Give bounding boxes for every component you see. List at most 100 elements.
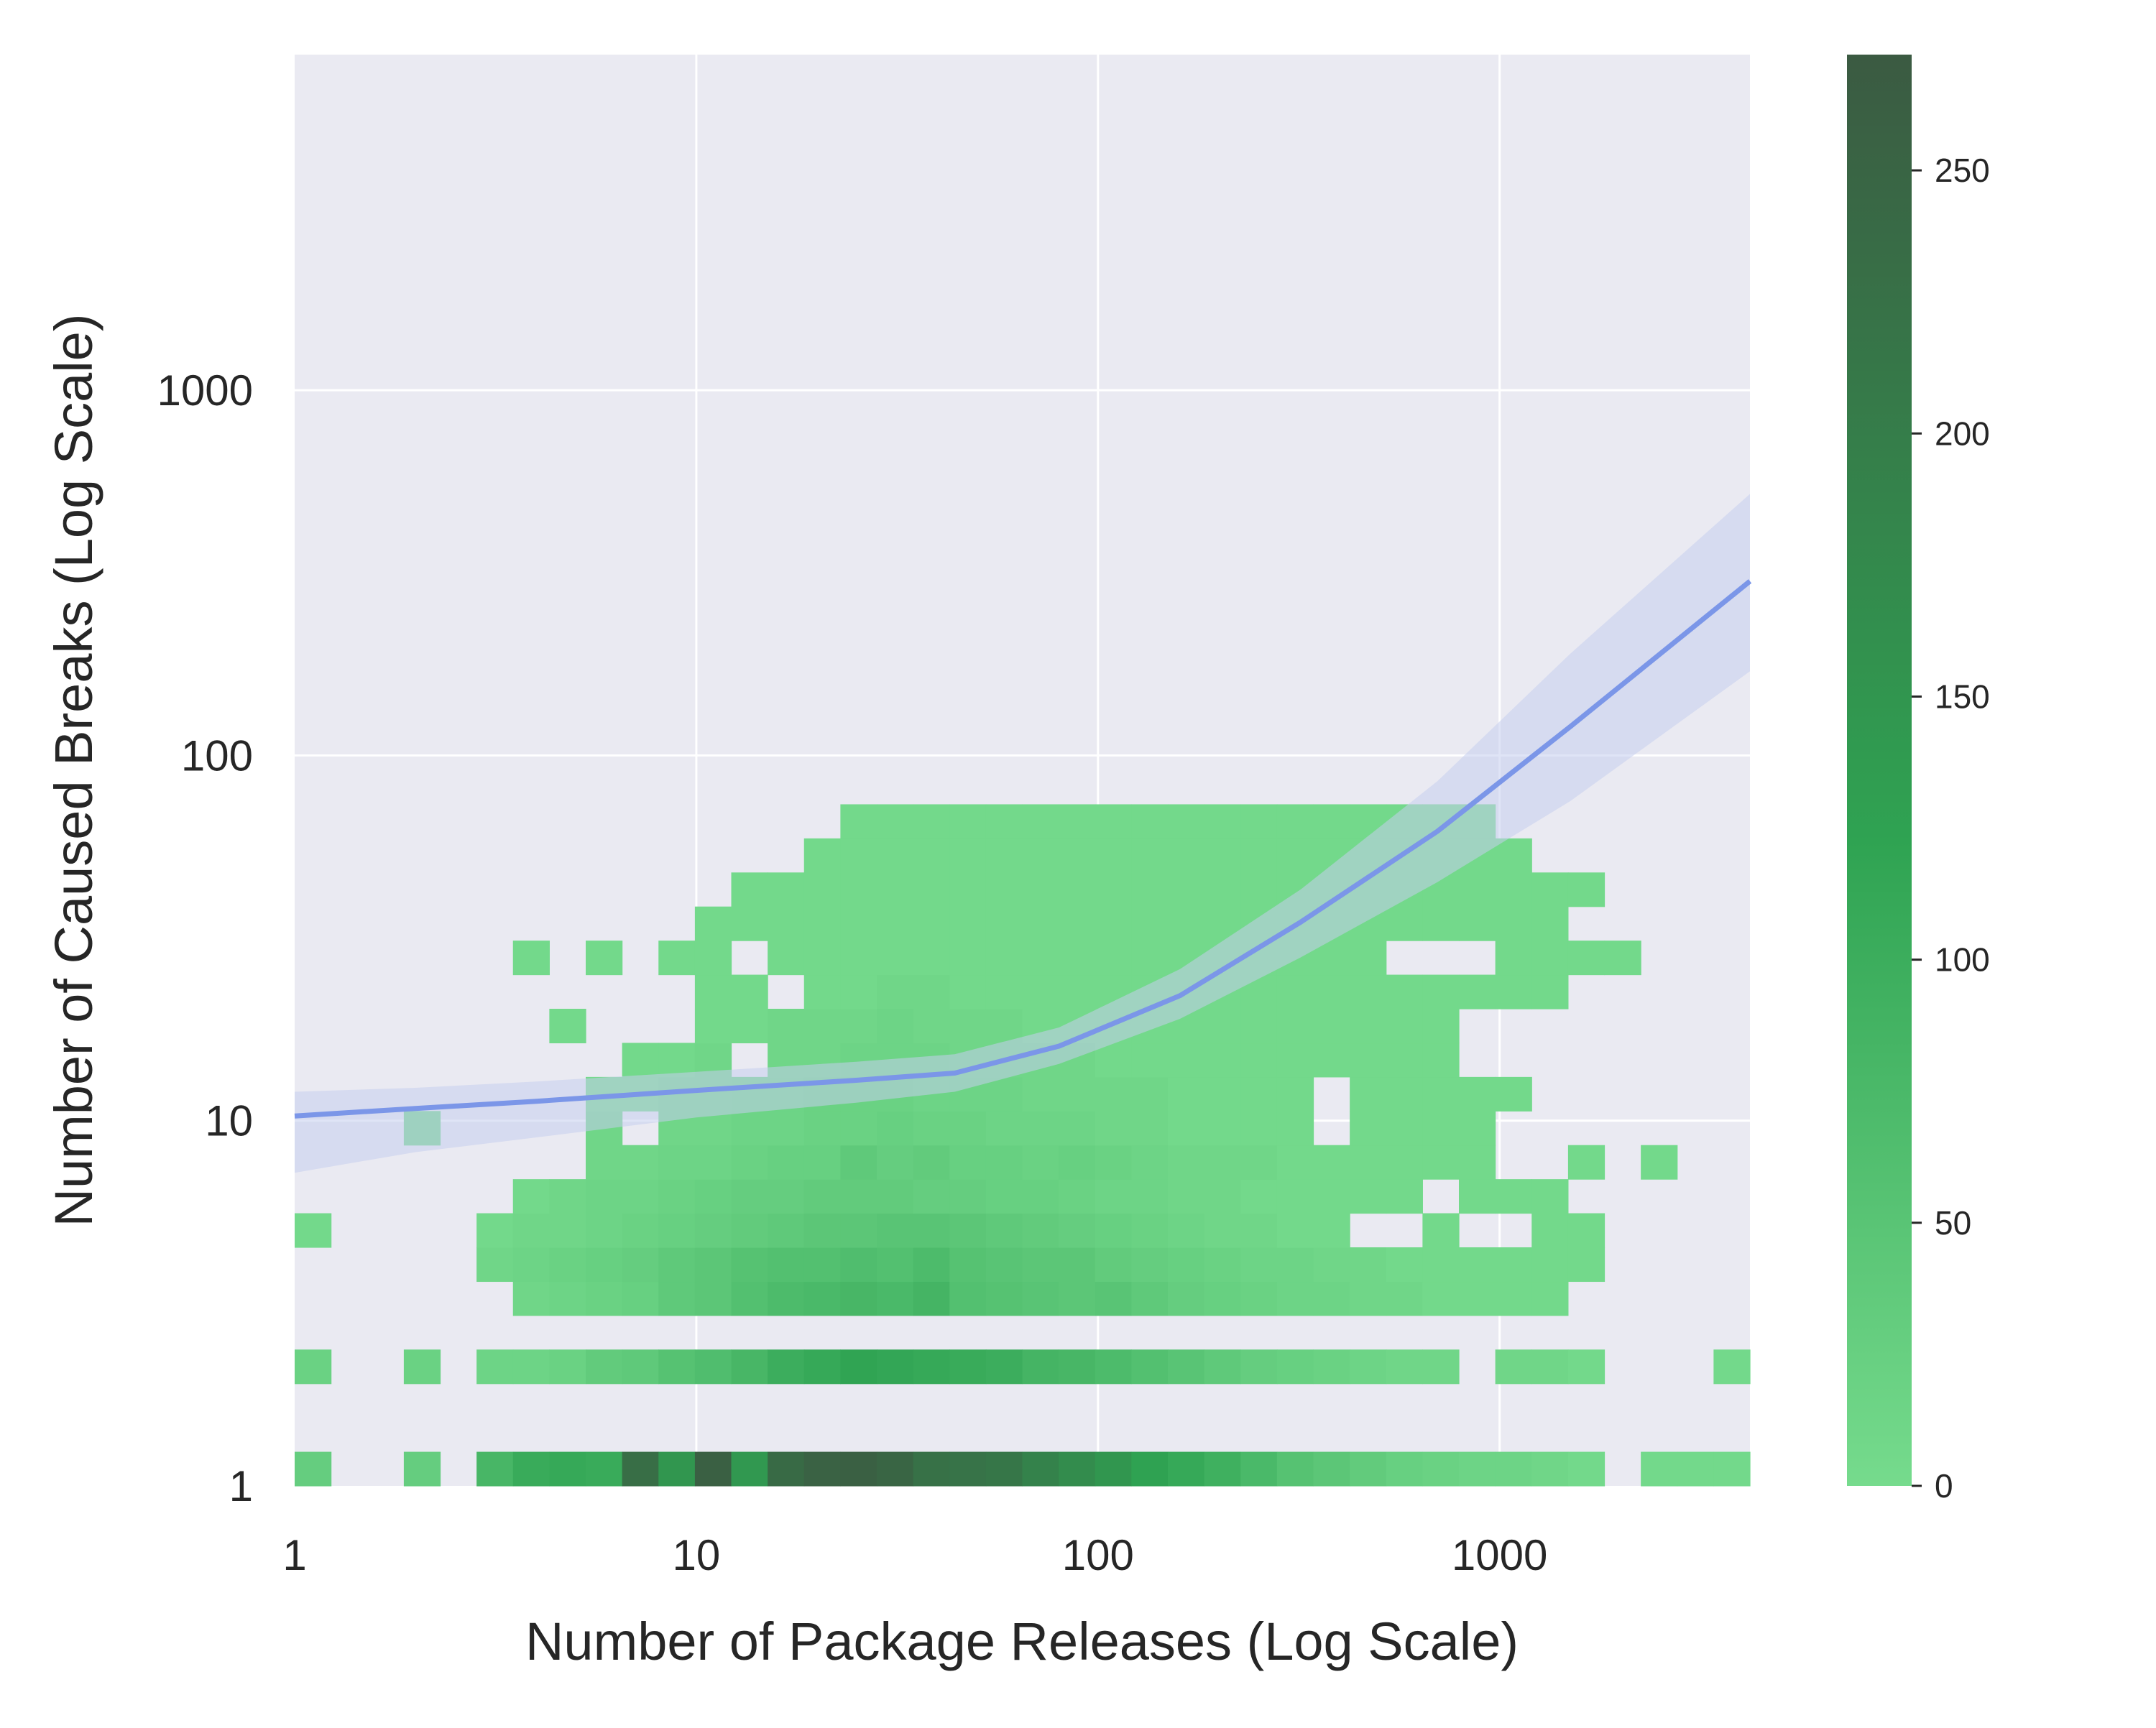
histogram-cell [1059, 906, 1096, 941]
y-tick-label: 100 [181, 731, 253, 780]
histogram-cell [1567, 1349, 1606, 1385]
histogram-cell [768, 872, 805, 907]
histogram-cell [512, 1349, 550, 1385]
y-tick-label: 10 [205, 1097, 253, 1145]
histogram-cell [1531, 941, 1569, 976]
histogram-cell [1422, 1043, 1460, 1078]
histogram-cell [731, 1451, 768, 1487]
histogram-cell [1240, 1043, 1278, 1078]
histogram-cell [985, 1213, 1023, 1248]
histogram-cell [840, 872, 877, 907]
histogram-cell [1095, 804, 1132, 839]
histogram-cell [1204, 1213, 1241, 1248]
histogram-cell [877, 1451, 914, 1487]
histogram-cell [1095, 838, 1132, 873]
histogram-cell [1168, 1179, 1205, 1214]
histogram-cell [949, 1281, 987, 1316]
histogram-cell [1313, 1145, 1350, 1180]
histogram-cell [731, 974, 768, 1009]
histogram-cell [1350, 1179, 1387, 1214]
histogram-cell [949, 974, 987, 1009]
histogram-cell [1095, 941, 1132, 976]
histogram-cell [1276, 974, 1314, 1009]
histogram-cell [1604, 941, 1641, 976]
histogram-cell [1131, 872, 1169, 907]
histogram-cell [1276, 1111, 1314, 1146]
histogram-cell [1495, 872, 1532, 907]
histogram-cell [985, 838, 1023, 873]
histogram-cell [768, 1247, 805, 1283]
histogram-cell [840, 1349, 877, 1385]
histogram-cell [1495, 1451, 1532, 1487]
histogram-cell [840, 1247, 877, 1283]
histogram-cell [877, 1247, 914, 1283]
histogram-cell [1059, 1111, 1096, 1146]
histogram-cell [949, 1247, 987, 1283]
histogram-cell [1095, 1349, 1132, 1385]
histogram-cell [1459, 1111, 1496, 1146]
histogram-cell [1022, 941, 1059, 976]
histogram-cell [1059, 1281, 1096, 1316]
histogram-cell [731, 1145, 768, 1180]
histogram-cell [1204, 872, 1241, 907]
histogram-cell [1422, 1009, 1460, 1044]
histogram-cell [803, 1145, 841, 1180]
colorbar-tick-label: 200 [1935, 415, 1990, 452]
histogram-cell [622, 1179, 659, 1214]
histogram-cell [949, 941, 987, 976]
histogram-cell [1386, 1009, 1423, 1044]
histogram-cell [840, 838, 877, 873]
histogram-cell [1240, 872, 1278, 907]
histogram-cell [1276, 1281, 1314, 1316]
histogram-cell [1204, 1111, 1241, 1146]
histogram-cell [658, 1281, 696, 1316]
histogram-cell [586, 1145, 623, 1180]
histogram-cell [949, 1145, 987, 1180]
histogram-cell [512, 941, 550, 976]
histogram-cell [1095, 1451, 1132, 1487]
histogram-cell [1095, 1213, 1132, 1248]
histogram-cell [877, 1179, 914, 1214]
histogram-cell [549, 1349, 586, 1385]
histogram-cell [1313, 1281, 1350, 1316]
histogram-cell [1022, 804, 1059, 839]
histogram-cell [1495, 1349, 1532, 1385]
histogram-cell [549, 1009, 586, 1044]
histogram-cell [985, 1247, 1023, 1283]
histogram-cell [1022, 838, 1059, 873]
histogram-cell [1095, 906, 1132, 941]
histogram-cell [768, 1009, 805, 1044]
histogram-cell [1350, 1009, 1387, 1044]
histogram-cell [1313, 1009, 1350, 1044]
histogram-cell [1059, 1247, 1096, 1283]
histogram-cell [1495, 1179, 1532, 1214]
histogram-cell [840, 906, 877, 941]
histogram-cell [1131, 941, 1169, 976]
histogram-cell [1131, 838, 1169, 873]
histogram-cell [694, 1179, 732, 1214]
histogram-cell [768, 1451, 805, 1487]
histogram-cell [877, 1281, 914, 1316]
histogram-cell [622, 1043, 659, 1078]
histogram-cell [1531, 1179, 1569, 1214]
histogram-cells [295, 804, 1751, 1487]
histogram-cell [803, 1247, 841, 1283]
histogram-cell [1531, 872, 1569, 907]
histogram-cell [512, 1247, 550, 1283]
histogram-cell [1495, 906, 1532, 941]
histogram-cell [803, 906, 841, 941]
histogram-cell [1386, 1111, 1423, 1146]
histogram-cell [586, 1349, 623, 1385]
histogram-cell [1313, 1451, 1350, 1487]
histogram-cell [1350, 1043, 1387, 1078]
histogram-cell [913, 941, 950, 976]
histogram-cell [949, 1111, 987, 1146]
histogram-cell [1531, 1213, 1569, 1248]
histogram-cell [1240, 838, 1278, 873]
histogram-cell [1131, 1281, 1169, 1316]
histogram-cell [840, 1451, 877, 1487]
histogram-cell [985, 1281, 1023, 1316]
histogram-cell [1677, 1451, 1714, 1487]
histogram-cell [877, 941, 914, 976]
histogram-cell [877, 872, 914, 907]
